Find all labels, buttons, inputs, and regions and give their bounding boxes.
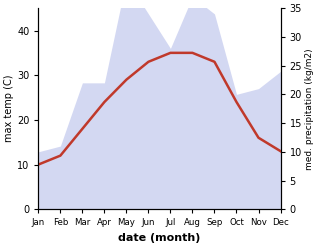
Y-axis label: max temp (C): max temp (C)	[4, 75, 14, 143]
Y-axis label: med. precipitation (kg/m2): med. precipitation (kg/m2)	[305, 48, 314, 169]
X-axis label: date (month): date (month)	[118, 233, 201, 243]
